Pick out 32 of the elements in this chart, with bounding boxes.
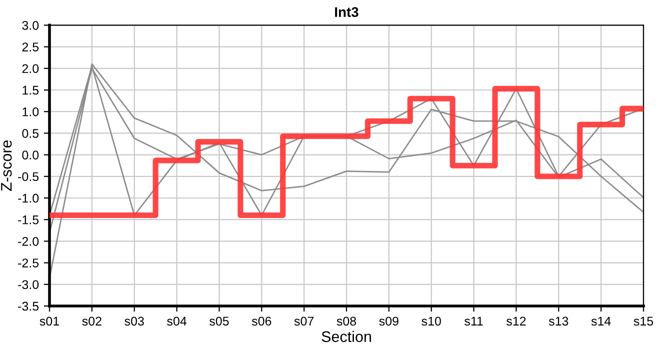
y-tick-label: -3.0 <box>18 280 39 290</box>
y-tick-label: 1.0 <box>22 107 39 116</box>
x-tick-label: s09 <box>379 316 398 326</box>
y-tick-label: -2.0 <box>18 237 39 246</box>
y-tick-label: 2.0 <box>22 64 39 74</box>
x-tick-label: s06 <box>252 316 272 326</box>
y-tick-label: -1.0 <box>18 194 39 203</box>
x-tick-label: s04 <box>167 316 186 326</box>
x-tick-label: s10 <box>422 316 441 326</box>
y-tick-label: 1.5 <box>22 86 39 95</box>
x-tick-label: s07 <box>294 316 314 326</box>
y-tick-label: -0.5 <box>18 172 39 182</box>
x-tick-label: s08 <box>336 316 356 326</box>
x-tick-label: s13 <box>548 316 568 326</box>
y-tick-label: 0.5 <box>22 129 39 138</box>
x-tick-label: s12 <box>506 316 526 326</box>
x-tick-label: s03 <box>124 316 144 326</box>
y-axis-title: Z-score <box>1 140 12 192</box>
y-tick-label: 2.5 <box>22 42 39 52</box>
chart-title: Int3 <box>335 7 358 18</box>
x-axis-title: Section <box>322 330 371 342</box>
y-tick-label: -1.5 <box>18 216 39 224</box>
x-tick-label: s01 <box>40 316 59 326</box>
y-tick-label: -2.5 <box>18 258 39 268</box>
x-tick-label: s15 <box>634 316 654 326</box>
y-tick-label: -3.5 <box>18 302 39 311</box>
x-tick-label: s05 <box>209 316 229 326</box>
y-tick-label: 3.0 <box>22 21 39 30</box>
x-tick-label: s14 <box>591 316 611 326</box>
x-tick-label: s02 <box>82 316 102 326</box>
x-tick-label: s11 <box>464 316 483 326</box>
y-tick-label: 0.0 <box>22 150 39 160</box>
